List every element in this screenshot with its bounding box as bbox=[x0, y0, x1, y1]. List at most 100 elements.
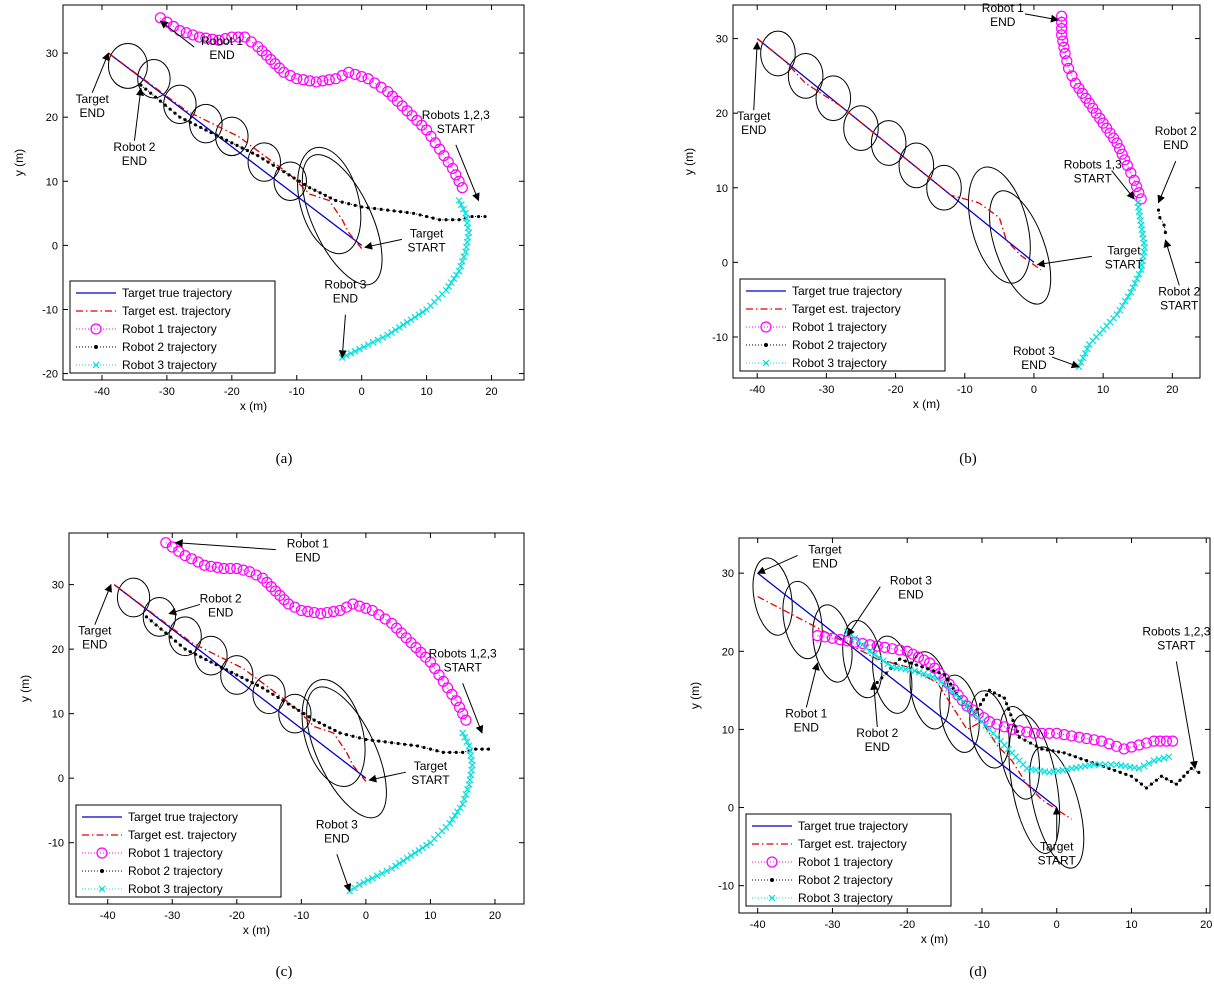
robot3-marker bbox=[461, 733, 469, 741]
y-tick-label: -20 bbox=[42, 369, 58, 381]
robot1-marker bbox=[1110, 740, 1123, 752]
y-tick-label: 10 bbox=[716, 183, 728, 195]
robot3-marker bbox=[1150, 757, 1158, 765]
robot3-marker bbox=[1090, 761, 1098, 768]
robot2-marker bbox=[344, 733, 349, 737]
robot2-marker bbox=[1085, 759, 1089, 763]
y-tick-label: 30 bbox=[722, 568, 734, 580]
target-true-line bbox=[108, 52, 363, 246]
robot2-marker bbox=[1023, 738, 1027, 742]
x-tick-label: -20 bbox=[899, 919, 915, 931]
robot2-marker bbox=[1169, 779, 1173, 784]
annotation-text: END bbox=[741, 123, 767, 137]
robot1-marker bbox=[353, 600, 366, 612]
x-tick-label: -30 bbox=[824, 919, 840, 931]
robot-path-line bbox=[1061, 16, 1142, 200]
annotation-text: Robot 2 bbox=[856, 726, 898, 740]
covariance-ellipse bbox=[843, 105, 879, 151]
robot2-marker bbox=[1068, 753, 1072, 757]
robot2-marker bbox=[313, 188, 317, 192]
robot2-marker bbox=[250, 681, 254, 685]
robot2-marker bbox=[235, 143, 239, 147]
legend-marker bbox=[100, 869, 104, 873]
robot2-marker bbox=[415, 744, 420, 748]
legend-marker bbox=[764, 343, 768, 347]
robot3-marker bbox=[450, 275, 458, 283]
legend-box bbox=[745, 813, 952, 907]
annotation-text: Target bbox=[1040, 839, 1074, 853]
annotation-arrow bbox=[1175, 661, 1198, 770]
robot1-marker bbox=[321, 606, 333, 619]
robot2-marker bbox=[1011, 718, 1015, 723]
target-true-line bbox=[113, 584, 367, 779]
robot1-marker bbox=[284, 69, 296, 82]
robot1-marker bbox=[991, 718, 1003, 730]
robot2-marker bbox=[1149, 782, 1154, 786]
robot3-marker bbox=[411, 313, 419, 321]
robot3-marker bbox=[415, 311, 423, 319]
robot2-marker bbox=[169, 635, 173, 639]
robot2-marker bbox=[480, 747, 484, 751]
x-tick-label: 10 bbox=[1125, 919, 1137, 931]
legend-entry: Robot 1 trajectory bbox=[82, 846, 223, 860]
robot1-marker bbox=[297, 74, 309, 86]
robot3-marker bbox=[457, 262, 465, 270]
robot2-marker bbox=[312, 718, 316, 722]
robot1-marker bbox=[260, 49, 273, 61]
legend-box bbox=[739, 278, 946, 372]
legend-marker bbox=[768, 894, 776, 902]
robot2-marker bbox=[149, 619, 153, 623]
legend-label: Robot 3 trajectory bbox=[798, 891, 893, 905]
robot1-marker bbox=[1036, 727, 1048, 739]
robot1-marker bbox=[356, 70, 368, 83]
robot2-marker bbox=[1156, 208, 1161, 212]
annotation-arrow bbox=[336, 854, 352, 892]
robot1-marker bbox=[323, 74, 335, 86]
robot3-marker bbox=[364, 876, 372, 884]
annotation-text: Target bbox=[808, 542, 842, 556]
robot2-marker bbox=[418, 213, 422, 217]
robot3-marker bbox=[368, 874, 376, 882]
robot1-marker bbox=[186, 553, 198, 565]
robot2-marker bbox=[412, 211, 416, 215]
robot3-marker bbox=[1121, 297, 1129, 305]
robot1-marker bbox=[273, 62, 286, 74]
robot2-marker bbox=[328, 196, 333, 200]
annotation-text: Robot 3 bbox=[316, 817, 358, 831]
robot3-marker bbox=[364, 341, 372, 349]
legend-label: Robot 1 trajectory bbox=[792, 320, 887, 334]
annotation-arrow bbox=[462, 683, 484, 734]
robot2-marker bbox=[486, 747, 491, 751]
robot3-marker bbox=[1137, 266, 1145, 274]
robot1-marker bbox=[269, 585, 282, 597]
robot3-marker bbox=[920, 670, 928, 678]
robot3-marker bbox=[360, 343, 368, 351]
robot3-marker bbox=[459, 729, 467, 737]
target-est-line bbox=[113, 584, 367, 782]
robot2-marker bbox=[1045, 748, 1049, 752]
annotation-text: START bbox=[1160, 298, 1199, 312]
robot1-marker bbox=[1125, 167, 1137, 179]
robot3-marker bbox=[419, 308, 427, 316]
robot2-marker bbox=[1113, 768, 1117, 773]
annotation-text: START bbox=[437, 122, 476, 136]
legend-entry: Robot 2 trajectory bbox=[82, 864, 223, 878]
legend-marker bbox=[94, 345, 98, 349]
robot2-marker bbox=[470, 214, 474, 219]
robot2-marker bbox=[422, 745, 426, 750]
robot2-marker bbox=[282, 170, 286, 174]
robot3-marker bbox=[388, 329, 395, 336]
robot3-marker bbox=[388, 865, 396, 872]
annotation-text: Robot 2 bbox=[113, 140, 155, 154]
robot1-marker bbox=[265, 53, 277, 66]
robot2-marker bbox=[281, 699, 285, 703]
robot3-marker bbox=[924, 672, 932, 679]
robot2-marker bbox=[405, 210, 409, 215]
robot3-marker bbox=[407, 316, 415, 324]
robot2-marker bbox=[1174, 782, 1178, 786]
robot2-marker bbox=[1185, 770, 1190, 774]
legend-label: Robot 1 trajectory bbox=[128, 846, 223, 860]
